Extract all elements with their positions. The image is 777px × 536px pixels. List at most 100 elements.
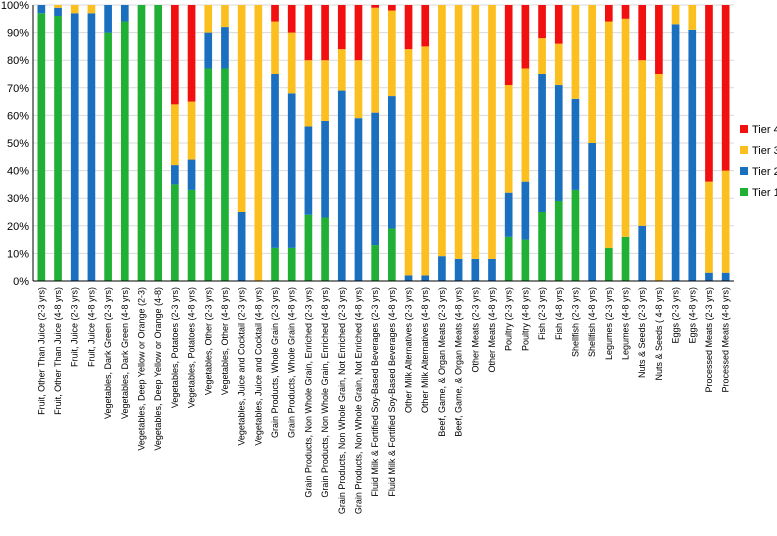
x-category-label: Beef, Game, & Organ Meats (2-3 yrs) — [437, 287, 447, 437]
legend-swatch — [740, 146, 748, 154]
bar-segment-tier-1 — [538, 212, 546, 281]
bar-segment-tier-3 — [337, 49, 346, 91]
bar-segment-tier-4 — [504, 5, 513, 86]
bar-segment-tier-2 — [371, 112, 379, 246]
x-category-label: Grain Products, Whole Grain (4-8 yrs) — [287, 287, 297, 438]
bar-segment-tier-3 — [271, 21, 279, 75]
bar-segment-tier-4 — [521, 5, 530, 69]
bar-segment-tier-2 — [404, 275, 413, 281]
bar-segment-tier-4 — [705, 5, 713, 182]
bar-segment-tier-3 — [655, 74, 663, 281]
bar-segment-tier-4 — [287, 5, 296, 33]
bar-segment-tier-1 — [388, 228, 396, 281]
bar-segment-tier-2 — [388, 96, 396, 229]
bar-segment-tier-1 — [137, 5, 146, 281]
bar-segment-tier-2 — [471, 258, 480, 281]
x-category-label: Other Milk Alternatives (2-3 yrs) — [404, 287, 414, 413]
bar-segment-tier-2 — [588, 143, 596, 281]
bar-segment-tier-4 — [371, 5, 379, 8]
x-category-label: Grain Products, Non Whole Grain, Not Enr… — [337, 287, 347, 514]
x-category-label: Other Meats (2-3 yrs) — [470, 287, 480, 373]
bar-segment-tier-4 — [421, 5, 430, 47]
bar-segment-tier-3 — [621, 18, 630, 237]
bar-segment-tier-3 — [221, 5, 229, 28]
x-axis-labels: Fruit, Other Than Juice (2-3 yrs) Fruit, … — [36, 287, 730, 514]
y-tick-label: 20% — [7, 221, 29, 233]
bar-segment-tier-1 — [204, 68, 213, 281]
bar-segment-tier-2 — [37, 5, 46, 14]
bar-segment-tier-2 — [421, 275, 430, 281]
bar-segment-tier-3 — [604, 21, 613, 248]
bar-segment-tier-3 — [171, 104, 179, 166]
bar-segment-tier-3 — [321, 60, 329, 121]
bar-segment-tier-4 — [271, 5, 279, 22]
bar-segment-tier-4 — [638, 5, 647, 61]
x-category-label: Legumes (4-8 yrs) — [621, 287, 631, 360]
bar-segment-tier-2 — [271, 74, 279, 248]
x-category-label: Legumes (2-3 yrs) — [604, 287, 614, 360]
x-category-label: Fruit, Other Than Juice (2-3 yrs) — [36, 287, 46, 415]
bar-segment-tier-3 — [438, 5, 446, 257]
x-category-label: Eggs (2-3 yrs) — [671, 287, 681, 344]
x-category-label: Grain Products, Non Whole Grain, Enriche… — [320, 287, 330, 498]
y-tick-label: 40% — [7, 166, 29, 178]
x-category-label: Other Milk Alternatives (4-8 yrs) — [420, 287, 430, 413]
bar-segment-tier-3 — [287, 32, 296, 94]
x-category-label: Vegetables, Potatoes (2-3 yrs) — [170, 287, 180, 408]
x-category-label: Shellfish (4-8 yrs) — [587, 287, 597, 357]
bar-segment-tier-1 — [621, 236, 630, 281]
bar-segment-tier-3 — [54, 5, 62, 8]
bar-segment-tier-4 — [655, 5, 663, 74]
bar-segment-tier-2 — [237, 212, 246, 281]
bar-segment-tier-1 — [304, 214, 313, 281]
bar-segment-tier-4 — [404, 5, 413, 50]
bar-segment-tier-2 — [454, 258, 463, 281]
bar-segment-tier-2 — [321, 120, 329, 218]
bar-segment-tier-3 — [471, 5, 480, 259]
bar-segment-tier-2 — [70, 13, 79, 282]
bar-segment-tier-1 — [554, 200, 563, 281]
x-category-label: Grain Products, Whole Grain (2-3 yrs) — [270, 287, 280, 438]
bar-segment-tier-2 — [688, 29, 697, 282]
bar-segment-tier-2 — [721, 272, 730, 281]
bar-segment-tier-1 — [371, 245, 379, 281]
bar-segment-tier-1 — [221, 68, 229, 281]
bar-segment-tier-1 — [187, 189, 196, 281]
bars — [37, 5, 730, 282]
x-category-label: Nuts & Seeds (2-3 yrs) — [637, 287, 647, 378]
x-category-label: Vegetables, Other (2-3 yrs) — [203, 287, 213, 395]
bar-segment-tier-2 — [287, 93, 296, 248]
x-category-label: Vegetables, Juice and Cocktail (2-3 yrs) — [237, 287, 247, 446]
bar-segment-tier-4 — [554, 5, 563, 44]
bar-segment-tier-3 — [421, 46, 430, 276]
x-category-label: Fish (4-8 yrs) — [554, 287, 564, 340]
x-category-label: Poultry (4-8 yrs) — [520, 287, 530, 351]
bar-segment-tier-4 — [337, 5, 346, 50]
y-tick-label: 50% — [7, 138, 29, 150]
x-category-label: Vegetables, Other (4-8 yrs) — [220, 287, 230, 395]
bar-segment-tier-3 — [638, 60, 647, 226]
bar-segment-tier-3 — [187, 101, 196, 160]
bar-segment-tier-1 — [104, 32, 112, 281]
legend-swatch — [740, 125, 748, 133]
bar-segment-tier-2 — [337, 90, 346, 281]
bar-segment-tier-1 — [171, 184, 179, 281]
x-category-label: Processed Meats (4-8 yrs) — [721, 287, 731, 393]
y-tick-label: 60% — [7, 110, 29, 122]
bar-segment-tier-3 — [204, 5, 213, 33]
bar-segment-tier-1 — [120, 21, 129, 282]
bar-segment-tier-3 — [371, 7, 379, 113]
bar-segment-tier-1 — [321, 217, 329, 281]
x-category-label: Grain Products, Non Whole Grain, Not Enr… — [353, 287, 363, 514]
bar-segment-tier-3 — [588, 5, 596, 143]
legend-label: Tier 4 — [752, 124, 777, 136]
bar-segment-tier-3 — [504, 85, 513, 193]
x-category-label: Vegetables, Juice and Cocktail (4-8 yrs) — [253, 287, 263, 446]
bar-segment-tier-1 — [571, 189, 580, 281]
bar-segment-tier-2 — [571, 98, 580, 190]
bar-segment-tier-3 — [721, 170, 730, 273]
x-category-label: Fish (2-3 yrs) — [537, 287, 547, 340]
bar-segment-tier-1 — [504, 236, 513, 281]
x-category-label: Vegetables, Dark Green (2-3 yrs) — [103, 287, 113, 419]
